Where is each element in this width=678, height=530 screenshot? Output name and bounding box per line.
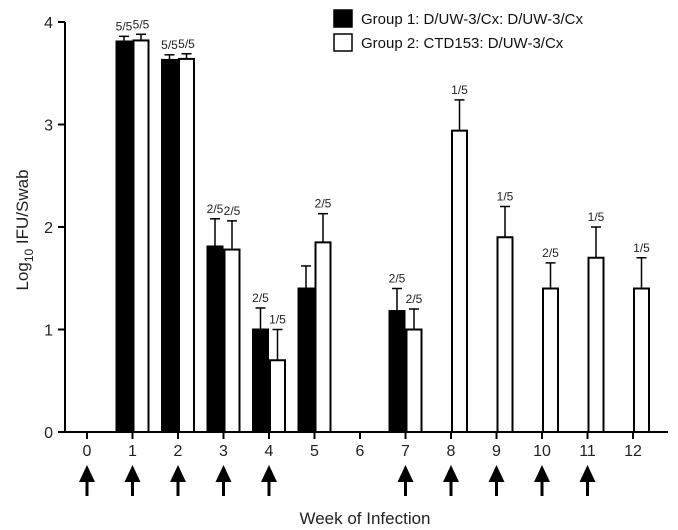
fraction-label: 5/5 — [116, 19, 133, 33]
bar-group-1 — [206, 245, 224, 433]
bar-group-2 — [269, 359, 286, 433]
x-tick-label: 4 — [265, 443, 274, 460]
inoculation-arrow-icon — [79, 465, 95, 496]
y-tick-label: 3 — [44, 118, 53, 135]
legend-swatch-group-1 — [333, 9, 353, 28]
bar-group-2 — [314, 241, 332, 433]
x-tick-label: 7 — [401, 443, 410, 460]
inoculation-arrow-icon — [261, 465, 277, 496]
fraction-label: 1/5 — [633, 241, 650, 255]
bars-layer — [115, 39, 650, 434]
bar-group-2 — [542, 287, 559, 433]
x-tick-label: 10 — [533, 443, 551, 460]
fraction-label: 2/5 — [389, 272, 406, 286]
bar-group-2 — [178, 57, 195, 434]
y-ticks: 0 1 2 3 4 — [44, 15, 65, 442]
fraction-label: 2/5 — [207, 202, 224, 216]
x-tick-label: 0 — [83, 443, 92, 460]
bar-group-2 — [223, 248, 241, 433]
legend-label-group-2: Group 2: CTD153: D/UW-3/Cx — [361, 35, 564, 52]
x-tick-label: 8 — [447, 443, 456, 460]
x-tick-label: 5 — [310, 443, 319, 460]
bar-group-2 — [132, 39, 150, 433]
fraction-label: 2/5 — [252, 291, 269, 305]
fraction-label: 5/5 — [133, 17, 150, 31]
fraction-label: 1/5 — [497, 190, 514, 204]
inoculation-arrow-icon — [124, 465, 141, 496]
x-axis-title: Week of Infection — [299, 509, 430, 528]
bar-group-2 — [405, 328, 423, 433]
fraction-label: 1/5 — [588, 210, 605, 224]
legend: Group 1: D/UW-3/Cx: D/UW-3/Cx Group 2: C… — [333, 9, 583, 52]
inoculation-arrow-icon — [215, 465, 232, 496]
fraction-label: 5/5 — [178, 37, 195, 51]
bar-group-1 — [161, 58, 178, 434]
bar-group-2 — [633, 287, 650, 433]
x-ticks: 0 1 2 3 4 5 6 7 8 9 10 11 12 — [83, 432, 642, 460]
x-tick-label: 3 — [219, 443, 228, 460]
inoculation-arrows — [79, 465, 596, 496]
error-bars-layer — [119, 33, 647, 361]
inoculation-arrow-icon — [170, 465, 186, 496]
bar-group-2 — [451, 129, 468, 433]
fraction-label: 2/5 — [224, 204, 241, 218]
inoculation-arrow-icon — [488, 465, 505, 496]
x-tick-label: 12 — [624, 443, 642, 460]
y-tick-label: 4 — [44, 15, 53, 32]
bar-group-1 — [388, 310, 406, 433]
y-axis-title: Log10 IFU/Swab — [13, 169, 36, 290]
bar-group-1 — [252, 328, 269, 433]
fraction-label: 2/5 — [315, 197, 332, 211]
fraction-label: 2/5 — [406, 292, 423, 306]
x-tick-label: 6 — [356, 443, 365, 460]
fraction-label: 5/5 — [161, 38, 178, 52]
y-tick-label: 2 — [44, 220, 53, 237]
inoculation-arrow-icon — [443, 465, 459, 496]
fraction-label: 1/5 — [451, 83, 468, 97]
x-tick-label: 9 — [492, 443, 501, 460]
axes — [64, 22, 668, 433]
legend-label-group-1: Group 1: D/UW-3/Cx: D/UW-3/Cx — [361, 11, 583, 28]
y-tick-label: 1 — [44, 323, 53, 340]
legend-swatch-group-2 — [333, 33, 353, 52]
fraction-label: 1/5 — [269, 313, 286, 327]
x-tick-label: 11 — [579, 443, 596, 460]
y-tick-label: 0 — [44, 425, 53, 442]
x-tick-label: 1 — [128, 443, 137, 460]
bar-group-1 — [297, 287, 315, 433]
inoculation-arrow-icon — [579, 465, 596, 496]
bar-group-2 — [587, 256, 605, 433]
bar-group-1 — [115, 40, 133, 433]
inoculation-arrow-icon — [397, 465, 414, 496]
inoculation-arrow-icon — [534, 465, 550, 496]
fraction-labels: 5/55/52/52/52/55/55/52/51/52/52/51/51/52… — [116, 17, 651, 326]
bar-group-2 — [496, 236, 514, 433]
x-tick-label: 2 — [174, 443, 183, 460]
fraction-label: 2/5 — [542, 246, 559, 260]
